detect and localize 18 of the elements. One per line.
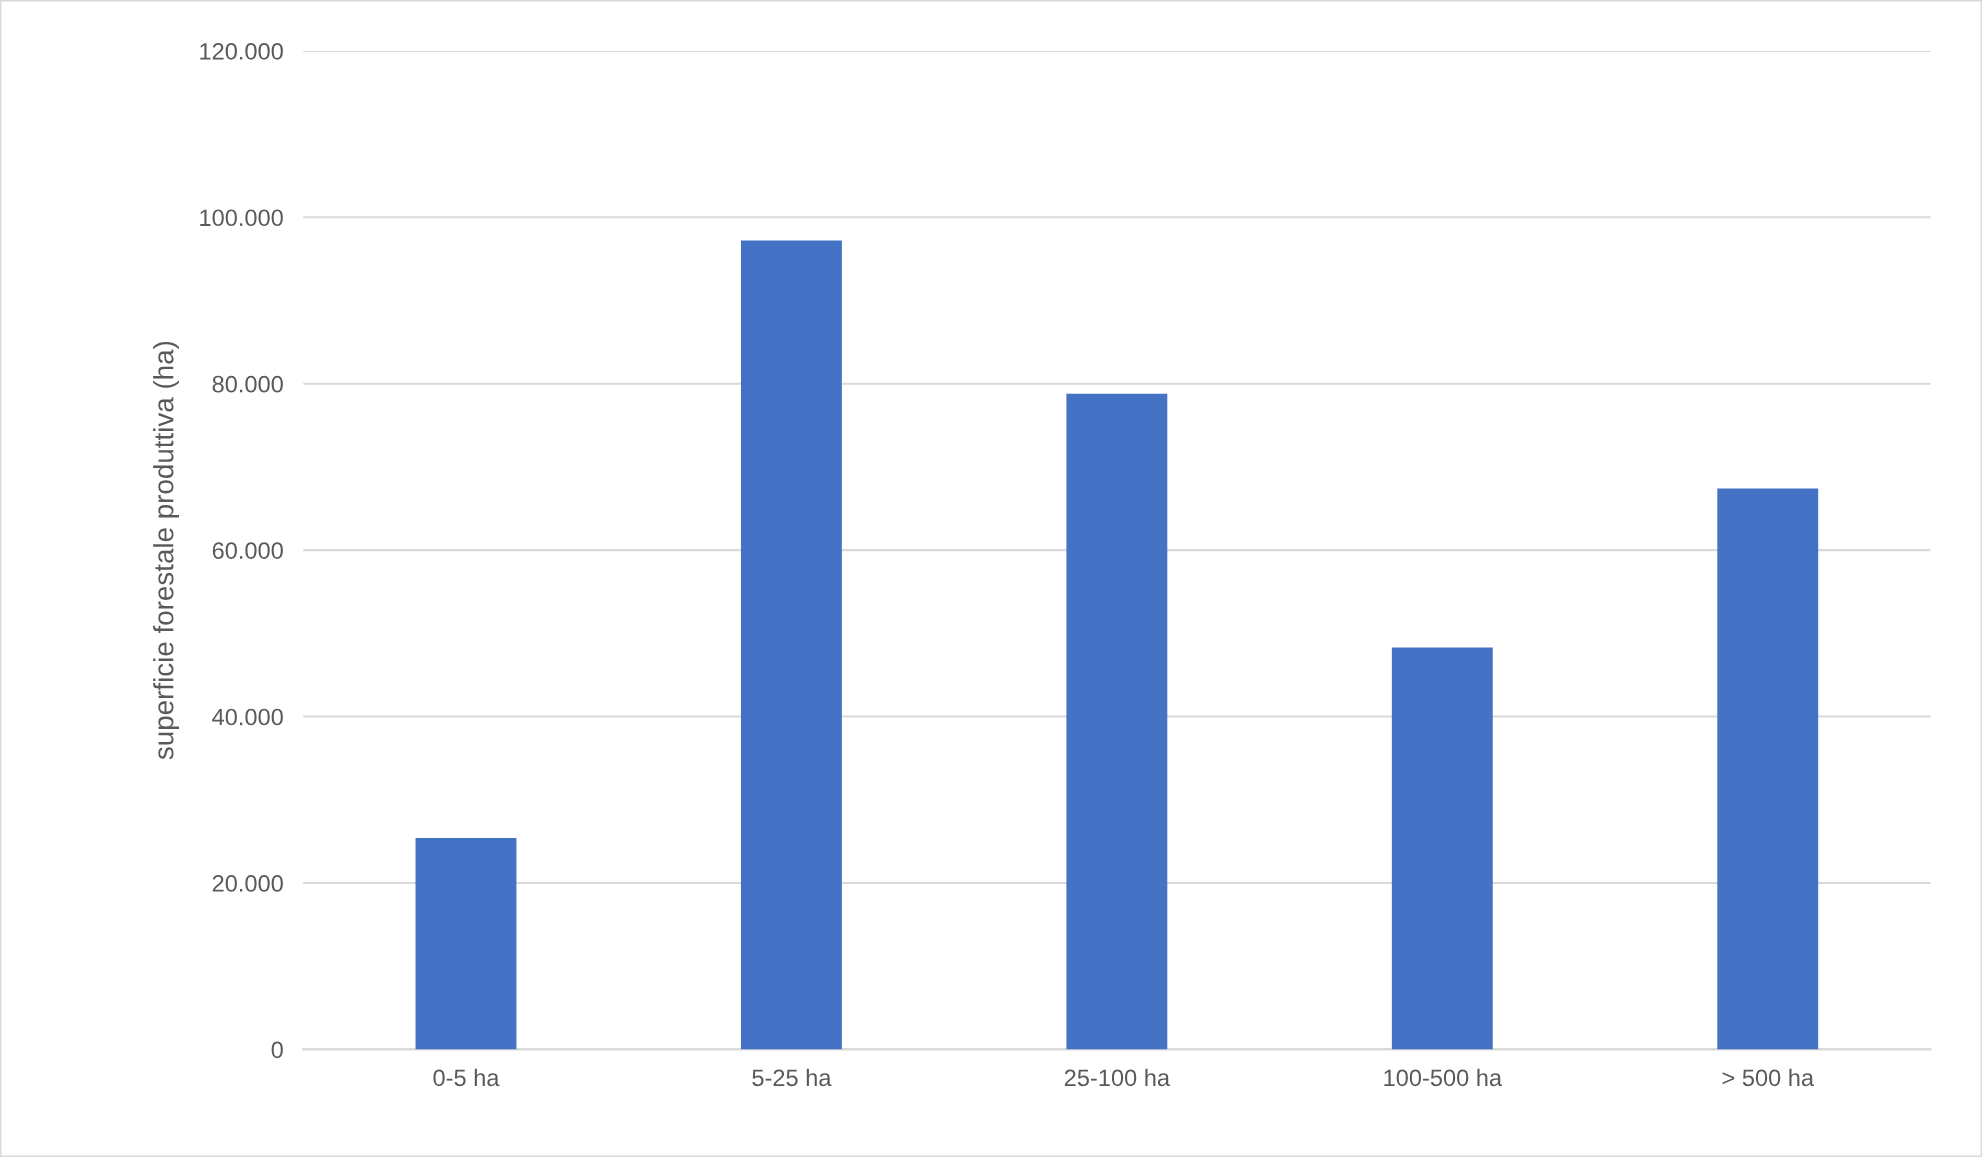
- y-axis-title: superficie forestale produttiva (ha): [153, 341, 180, 760]
- y-tick-label: 20.000: [212, 875, 283, 892]
- y-tick-label: 80.000: [212, 375, 283, 393]
- x-tick-label: > 500 ha: [1722, 1068, 1815, 1087]
- bar: [1391, 647, 1493, 1050]
- y-tick-label: 120.000: [200, 42, 283, 60]
- x-tick-label: 100-500 ha: [1384, 1068, 1503, 1087]
- x-tick-label: 25-100 ha: [1064, 1068, 1171, 1087]
- x-tick-label: 5-25 ha: [752, 1068, 832, 1087]
- bar: [1066, 393, 1168, 1050]
- y-tick-label: 60.000: [212, 542, 283, 559]
- bar: [1717, 488, 1819, 1050]
- y-tick-label: 0: [271, 1041, 283, 1059]
- bar: [415, 838, 517, 1050]
- bar: [740, 240, 842, 1050]
- y-tick-label: 100.000: [200, 209, 283, 227]
- x-tick-label: 0-5 ha: [433, 1068, 500, 1087]
- y-tick-label: 40.000: [212, 708, 283, 726]
